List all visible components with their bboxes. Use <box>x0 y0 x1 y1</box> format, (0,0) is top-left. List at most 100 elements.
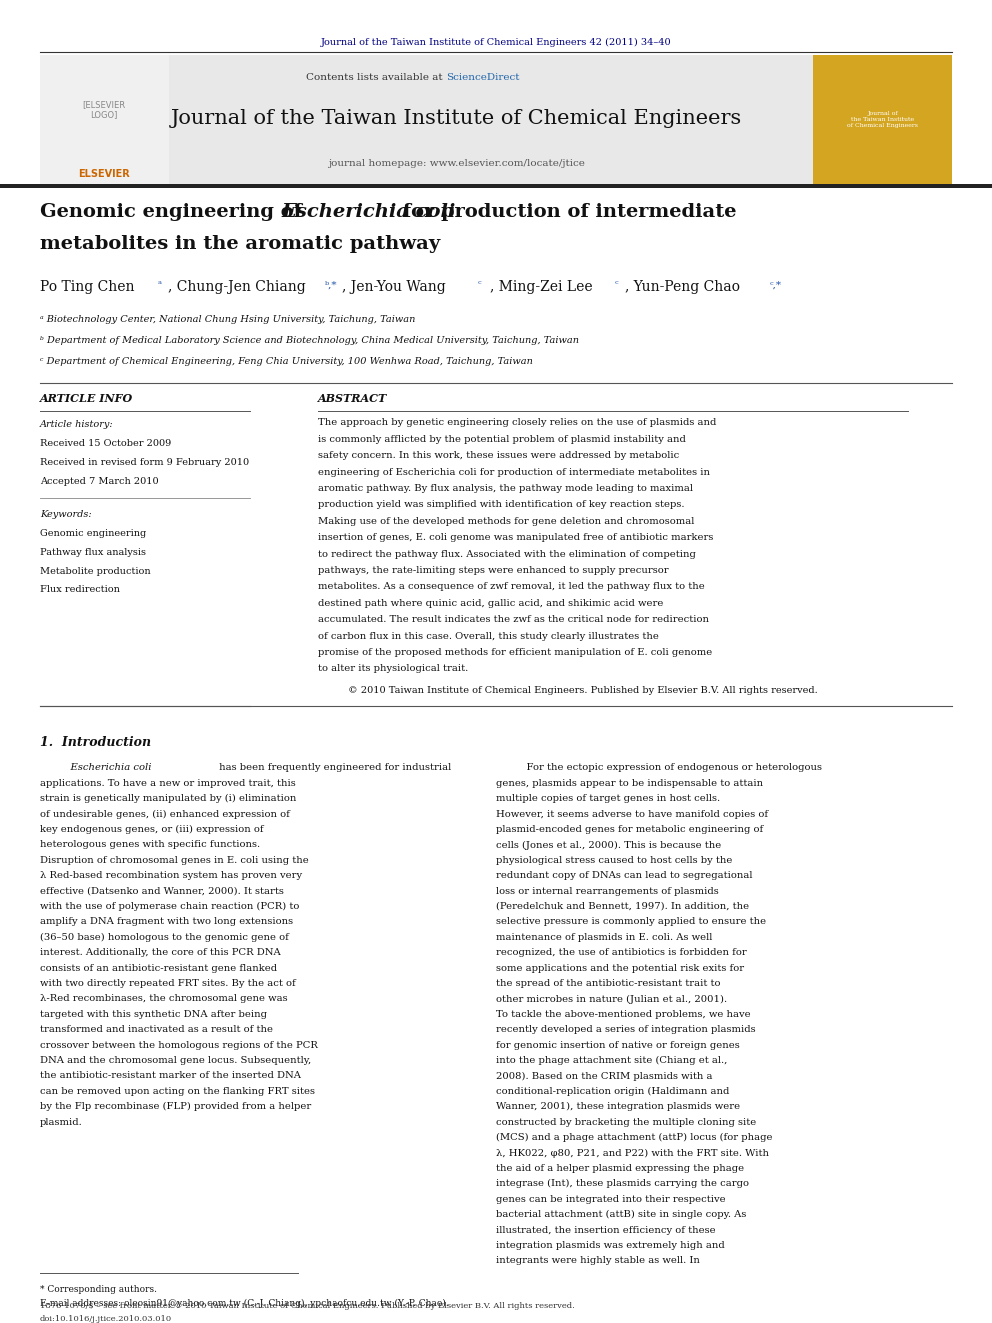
Text: Po Ting Chen: Po Ting Chen <box>40 280 134 294</box>
Text: , Yun-Peng Chao: , Yun-Peng Chao <box>625 280 740 294</box>
Text: of undesirable genes, (ii) enhanced expression of: of undesirable genes, (ii) enhanced expr… <box>40 810 290 819</box>
Text: engineering of Escherichia coli for production of intermediate metabolites in: engineering of Escherichia coli for prod… <box>317 467 709 476</box>
Text: Making use of the developed methods for gene deletion and chromosomal: Making use of the developed methods for … <box>317 517 693 525</box>
FancyBboxPatch shape <box>40 54 952 184</box>
Text: the spread of the antibiotic-resistant trait to: the spread of the antibiotic-resistant t… <box>496 979 720 988</box>
Text: , Ming-Zei Lee: , Ming-Zei Lee <box>490 280 592 294</box>
Text: illustrated, the insertion efficiency of these: illustrated, the insertion efficiency of… <box>496 1225 715 1234</box>
Text: * Corresponding authors.: * Corresponding authors. <box>40 1285 157 1294</box>
Text: for production of intermediate: for production of intermediate <box>396 202 736 221</box>
Text: ᵇ Department of Medical Laboratory Science and Biotechnology, China Medical Univ: ᵇ Department of Medical Laboratory Scien… <box>40 336 578 345</box>
Text: pathways, the rate-limiting steps were enhanced to supply precursor: pathways, the rate-limiting steps were e… <box>317 566 669 576</box>
Text: targeted with this synthetic DNA after being: targeted with this synthetic DNA after b… <box>40 1009 267 1019</box>
Text: maintenance of plasmids in E. coli. As well: maintenance of plasmids in E. coli. As w… <box>496 933 712 942</box>
Text: (36–50 base) homologous to the genomic gene of: (36–50 base) homologous to the genomic g… <box>40 933 289 942</box>
Text: transformed and inactivated as a result of the: transformed and inactivated as a result … <box>40 1025 273 1035</box>
Text: doi:10.1016/j.jtice.2010.03.010: doi:10.1016/j.jtice.2010.03.010 <box>40 1315 172 1323</box>
Text: λ-Red recombinases, the chromosomal gene was: λ-Red recombinases, the chromosomal gene… <box>40 995 288 1003</box>
Text: 1.  Introduction: 1. Introduction <box>40 736 151 749</box>
Text: For the ectopic expression of endogenous or heterologous: For the ectopic expression of endogenous… <box>514 763 822 773</box>
Text: amplify a DNA fragment with two long extensions: amplify a DNA fragment with two long ext… <box>40 917 293 926</box>
Text: to redirect the pathway flux. Associated with the elimination of competing: to redirect the pathway flux. Associated… <box>317 549 695 558</box>
Text: metabolites. As a consequence of zwf removal, it led the pathway flux to the: metabolites. As a consequence of zwf rem… <box>317 582 704 591</box>
Text: ABSTRACT: ABSTRACT <box>317 393 387 404</box>
Text: other microbes in nature (Julian et al., 2001).: other microbes in nature (Julian et al.,… <box>496 995 727 1013</box>
Text: redundant copy of DNAs can lead to segregational: redundant copy of DNAs can lead to segre… <box>496 872 753 880</box>
Text: applications. To have a new or improved trait, this: applications. To have a new or improved … <box>40 779 296 787</box>
FancyBboxPatch shape <box>40 54 169 184</box>
Text: 2008). Based on the CRIM plasmids with a: 2008). Based on the CRIM plasmids with a <box>496 1072 712 1081</box>
Text: ᵃ Biotechnology Center, National Chung Hsing University, Taichung, Taiwan: ᵃ Biotechnology Center, National Chung H… <box>40 315 415 324</box>
Text: with the use of polymerase chain reaction (PCR) to: with the use of polymerase chain reactio… <box>40 902 299 912</box>
Text: Genomic engineering: Genomic engineering <box>40 529 146 537</box>
Text: to alter its physiological trait.: to alter its physiological trait. <box>317 664 468 673</box>
Text: the aid of a helper plasmid expressing the phage: the aid of a helper plasmid expressing t… <box>496 1164 744 1174</box>
Text: key endogenous genes, or (iii) expression of: key endogenous genes, or (iii) expressio… <box>40 826 263 833</box>
Text: ᵇ,*: ᵇ,* <box>324 280 337 290</box>
Text: multiple copies of target genes in host cells.: multiple copies of target genes in host … <box>496 794 720 803</box>
Text: Escherichia coli: Escherichia coli <box>58 763 151 773</box>
Text: heterologous genes with specific functions.: heterologous genes with specific functio… <box>40 840 260 849</box>
Text: To tackle the above-mentioned problems, we have: To tackle the above-mentioned problems, … <box>496 1009 751 1019</box>
Text: DNA and the chromosomal gene locus. Subsequently,: DNA and the chromosomal gene locus. Subs… <box>40 1056 310 1065</box>
Text: strain is genetically manipulated by (i) elimination: strain is genetically manipulated by (i)… <box>40 794 296 803</box>
Text: has been frequently engineered for industrial: has been frequently engineered for indus… <box>215 763 451 773</box>
Text: accumulated. The result indicates the zwf as the critical node for redirection: accumulated. The result indicates the zw… <box>317 615 708 624</box>
Text: effective (Datsenko and Wanner, 2000). It starts: effective (Datsenko and Wanner, 2000). I… <box>40 886 284 896</box>
Text: can be removed upon acting on the flanking FRT sites: can be removed upon acting on the flanki… <box>40 1088 314 1095</box>
Text: Disruption of chromosomal genes in E. coli using the: Disruption of chromosomal genes in E. co… <box>40 856 309 865</box>
Text: plasmid.: plasmid. <box>40 1118 82 1127</box>
Text: λ Red-based recombination system has proven very: λ Red-based recombination system has pro… <box>40 872 302 880</box>
Text: [ELSEVIER
LOGO]: [ELSEVIER LOGO] <box>82 99 126 119</box>
Text: Flux redirection: Flux redirection <box>40 586 120 594</box>
Text: Keywords:: Keywords: <box>40 509 91 519</box>
Text: , Jen-You Wang: , Jen-You Wang <box>341 280 445 294</box>
Text: into the phage attachment site (Chiang et al.,: into the phage attachment site (Chiang e… <box>496 1056 727 1065</box>
Text: crossover between the homologous regions of the PCR: crossover between the homologous regions… <box>40 1041 317 1049</box>
Text: genes can be integrated into their respective: genes can be integrated into their respe… <box>496 1195 725 1204</box>
FancyBboxPatch shape <box>813 54 952 184</box>
Text: genes, plasmids appear to be indispensable to attain: genes, plasmids appear to be indispensab… <box>496 779 763 787</box>
Text: safety concern. In this work, these issues were addressed by metabolic: safety concern. In this work, these issu… <box>317 451 679 460</box>
Text: ᶜ: ᶜ <box>478 280 481 290</box>
Text: Journal of the Taiwan Institute of Chemical Engineers: Journal of the Taiwan Institute of Chemi… <box>171 110 742 128</box>
FancyBboxPatch shape <box>0 184 992 188</box>
Text: E-mail addresses: oleosin91@yahoo.com.tw (C.-J. Chiang), ypchaofcu.edu.tw (Y.-P.: E-mail addresses: oleosin91@yahoo.com.tw… <box>40 1299 448 1308</box>
Text: ᵃ: ᵃ <box>158 280 162 290</box>
Text: recognized, the use of antibiotics is forbidden for: recognized, the use of antibiotics is fo… <box>496 949 747 958</box>
Text: (Peredelchuk and Bennett, 1997). In addition, the: (Peredelchuk and Bennett, 1997). In addi… <box>496 902 749 912</box>
Text: Escherichia coli: Escherichia coli <box>282 202 456 221</box>
Text: ARTICLE INFO: ARTICLE INFO <box>40 393 133 404</box>
Text: Journal of
the Taiwan Institute
of Chemical Engineers: Journal of the Taiwan Institute of Chemi… <box>847 111 919 127</box>
Text: recently developed a series of integration plasmids: recently developed a series of integrati… <box>496 1025 756 1035</box>
Text: ᶜ,*: ᶜ,* <box>770 280 782 290</box>
Text: ᶜ Department of Chemical Engineering, Feng Chia University, 100 Wenhwa Road, Tai: ᶜ Department of Chemical Engineering, Fe… <box>40 357 533 366</box>
Text: production yield was simplified with identification of key reaction steps.: production yield was simplified with ide… <box>317 500 684 509</box>
Text: Accepted 7 March 2010: Accepted 7 March 2010 <box>40 478 159 486</box>
Text: integration plasmids was extremely high and: integration plasmids was extremely high … <box>496 1241 725 1250</box>
Text: Genomic engineering of: Genomic engineering of <box>40 202 309 221</box>
Text: Article history:: Article history: <box>40 421 113 430</box>
Text: for genomic insertion of native or foreign genes: for genomic insertion of native or forei… <box>496 1041 740 1049</box>
Text: Pathway flux analysis: Pathway flux analysis <box>40 548 146 557</box>
Text: of carbon flux in this case. Overall, this study clearly illustrates the: of carbon flux in this case. Overall, th… <box>317 631 659 640</box>
Text: Journal of the Taiwan Institute of Chemical Engineers 42 (2011) 34–40: Journal of the Taiwan Institute of Chemi… <box>320 38 672 46</box>
Text: some applications and the potential risk exits for: some applications and the potential risk… <box>496 963 744 972</box>
Text: © 2010 Taiwan Institute of Chemical Engineers. Published by Elsevier B.V. All ri: © 2010 Taiwan Institute of Chemical Engi… <box>347 685 817 695</box>
Text: 1876-1070/$ – see front matter © 2010 Taiwan Institute of Chemical Engineers. Pu: 1876-1070/$ – see front matter © 2010 Ta… <box>40 1302 574 1310</box>
Text: interest. Additionally, the core of this PCR DNA: interest. Additionally, the core of this… <box>40 949 281 958</box>
Text: consists of an antibiotic-resistant gene flanked: consists of an antibiotic-resistant gene… <box>40 963 277 972</box>
Text: conditional-replication origin (Haldimann and: conditional-replication origin (Haldiman… <box>496 1088 729 1095</box>
Text: aromatic pathway. By flux analysis, the pathway mode leading to maximal: aromatic pathway. By flux analysis, the … <box>317 484 692 493</box>
Text: by the Flp recombinase (FLP) provided from a helper: by the Flp recombinase (FLP) provided fr… <box>40 1102 310 1111</box>
Text: plasmid-encoded genes for metabolic engineering of: plasmid-encoded genes for metabolic engi… <box>496 826 763 833</box>
Text: journal homepage: www.elsevier.com/locate/jtice: journal homepage: www.elsevier.com/locat… <box>328 159 584 168</box>
Text: is commonly afflicted by the potential problem of plasmid instability and: is commonly afflicted by the potential p… <box>317 435 685 443</box>
Text: ELSEVIER: ELSEVIER <box>78 169 130 179</box>
Text: ᶜ: ᶜ <box>615 280 618 290</box>
Text: promise of the proposed methods for efficient manipulation of E. coli genome: promise of the proposed methods for effi… <box>317 648 712 658</box>
Text: selective pressure is commonly applied to ensure the: selective pressure is commonly applied t… <box>496 917 766 926</box>
Text: integrase (Int), these plasmids carrying the cargo: integrase (Int), these plasmids carrying… <box>496 1179 749 1188</box>
Text: (MCS) and a phage attachment (attP) locus (for phage: (MCS) and a phage attachment (attP) locu… <box>496 1132 773 1142</box>
Text: Wanner, 2001), these integration plasmids were: Wanner, 2001), these integration plasmid… <box>496 1102 740 1111</box>
